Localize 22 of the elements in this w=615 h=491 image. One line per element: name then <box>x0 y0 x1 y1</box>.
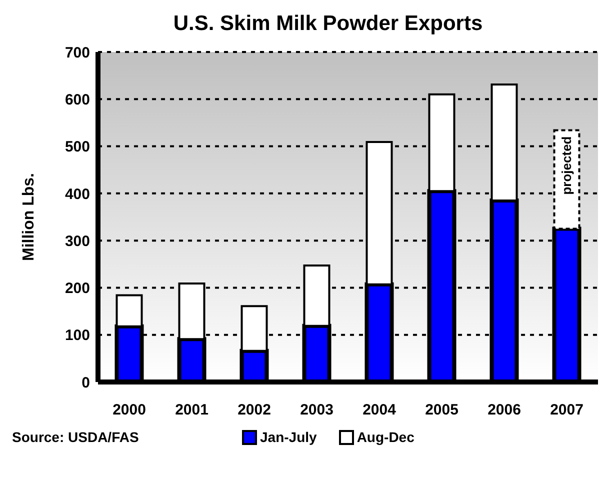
x-tick-label: 2002 <box>238 402 271 419</box>
y-axis-title: Million Lbs. <box>20 173 38 261</box>
y-tick-label: 100 <box>64 327 90 344</box>
y-tick-label: 600 <box>64 91 90 108</box>
x-tick-label: 2003 <box>300 402 334 419</box>
x-tick-label: 2006 <box>488 402 521 419</box>
y-tick-label: 300 <box>64 232 90 250</box>
legend-label: Jan-July <box>260 429 317 445</box>
y-tick-label: 400 <box>64 186 90 203</box>
y-tick-label: 200 <box>64 280 90 298</box>
chart-title: U.S. Skim Milk Powder Exports <box>172 12 484 36</box>
y-tick-label: 700 <box>64 44 90 62</box>
y-tick-label: 500 <box>64 138 90 156</box>
x-tick-label: 2004 <box>362 402 397 419</box>
x-tick-label: 2005 <box>425 402 458 419</box>
x-tick-label: 2007 <box>550 402 584 419</box>
source-note: Source: USDA/FAS <box>12 429 139 445</box>
x-tick-label: 2000 <box>112 402 146 419</box>
annotation: projected <box>559 136 574 195</box>
x-tick-label: 2001 <box>175 402 208 419</box>
y-tick-label: 0 <box>82 374 90 392</box>
legend-label: Aug-Dec <box>356 429 414 445</box>
